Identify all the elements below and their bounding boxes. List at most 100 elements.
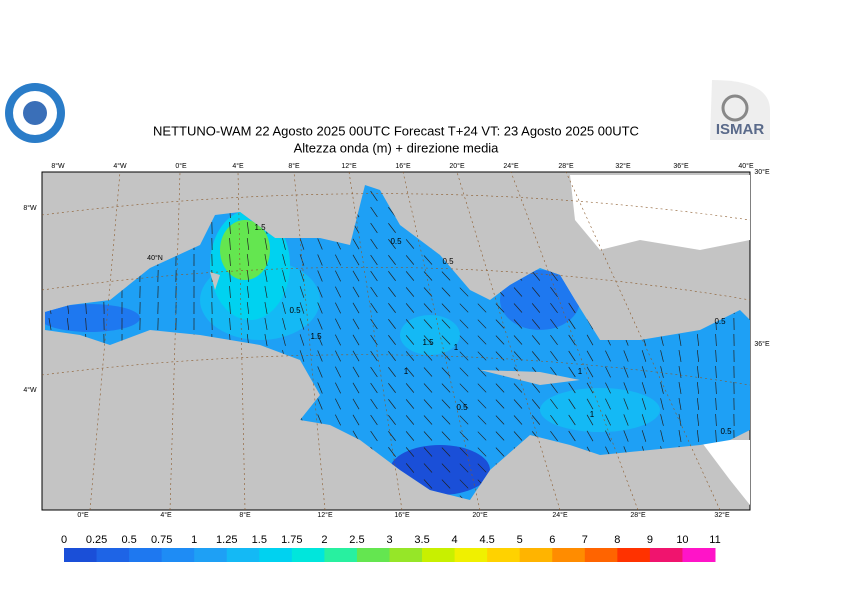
- wave-arrow: [550, 366, 558, 378]
- wave-arrow: [423, 351, 433, 361]
- wave-arrow: [586, 350, 594, 362]
- contour-label: 0.5: [714, 317, 726, 326]
- wave-arrow: [550, 334, 558, 346]
- colorbar-swatch: [194, 548, 228, 562]
- wave-arrow: [459, 447, 469, 457]
- wave-arrow: [317, 398, 323, 410]
- wave-arrow: [477, 431, 487, 441]
- wave-arrow: [282, 286, 286, 298]
- wave-arrow: [623, 382, 629, 394]
- wave-arrow: [441, 303, 451, 313]
- lat-label: 4°W: [23, 386, 37, 394]
- wave-arrow: [605, 350, 611, 362]
- wave-arrow: [229, 269, 231, 283]
- wave-arrow: [317, 350, 323, 362]
- colorbar-label: 11: [709, 534, 720, 546]
- wave-arrow: [352, 414, 360, 426]
- title: NETTUNO-WAM 22 Agosto 2025 00UTC Forecas…: [153, 123, 639, 138]
- wave-arrow: [370, 350, 378, 362]
- wave-arrow: [696, 429, 700, 443]
- wave-arrow: [317, 286, 323, 298]
- wave-arrow: [246, 254, 250, 266]
- wave-arrow: [66, 318, 70, 330]
- wave-arrow: [586, 334, 594, 346]
- colorbar-label: 0.25: [86, 534, 107, 546]
- wave-arrow: [678, 398, 682, 410]
- wave-arrow: [459, 495, 469, 500]
- wave-arrow: [352, 318, 360, 330]
- wave-arrow: [678, 366, 682, 378]
- wave-arrow: [405, 303, 415, 313]
- colorbar-label: 2: [321, 534, 327, 546]
- wave-arrow: [246, 286, 250, 298]
- wave-arrow: [317, 238, 323, 250]
- wave-arrow: [423, 447, 433, 457]
- wave-arrow: [405, 255, 415, 265]
- wave-arrow: [246, 238, 250, 250]
- wave-arrow: [264, 286, 268, 298]
- contour-label: 1: [404, 367, 409, 376]
- colorbar-swatch: [356, 548, 390, 562]
- wave-arrow: [568, 430, 576, 442]
- wave-arrow: [441, 287, 451, 297]
- wave-arrow: [388, 303, 396, 313]
- wave-arrow: [334, 350, 342, 362]
- wave-arrow: [246, 222, 250, 234]
- contour-label: 0.5: [289, 306, 301, 315]
- wave-arrow: [641, 350, 647, 362]
- wave-arrow: [623, 350, 629, 362]
- wave-arrow: [477, 367, 487, 377]
- wave-arrow: [423, 255, 433, 265]
- wave-arrow: [495, 447, 505, 457]
- wave-arrow: [459, 479, 469, 489]
- wave-arrow: [317, 382, 323, 394]
- wave-arrow: [459, 383, 469, 393]
- colorbar-swatch: [389, 548, 423, 562]
- lon-label: 32°E: [714, 511, 730, 519]
- wave-arrow: [405, 351, 415, 361]
- wave-arrow: [441, 351, 451, 361]
- wave-arrow: [678, 382, 682, 394]
- contour-label: 1: [590, 410, 595, 419]
- colorbar-label: 9: [647, 534, 653, 546]
- wave-arrow: [299, 334, 305, 346]
- wave-arrow: [605, 382, 611, 394]
- wave-arrow: [317, 366, 323, 378]
- wave-arrow: [715, 381, 717, 395]
- wave-arrow: [495, 399, 505, 409]
- wave-arrow: [317, 302, 323, 314]
- wave-arrow: [660, 366, 664, 378]
- lat-label: 8°W: [23, 204, 37, 212]
- wave-arrow: [370, 190, 378, 202]
- lon-label: 24°E: [552, 511, 568, 519]
- wave-arrow: [282, 270, 286, 282]
- wave-arrow: [586, 366, 594, 378]
- wave-arrow: [641, 430, 647, 442]
- colorbar-label: 0.5: [121, 534, 136, 546]
- wave-arrow: [405, 319, 415, 329]
- wave-arrow: [299, 350, 305, 362]
- wave-arrow: [660, 382, 664, 394]
- wave-arrow: [388, 319, 396, 329]
- wave-arrow: [352, 270, 360, 282]
- wave-arrow: [441, 335, 451, 345]
- wave-arrow: [405, 271, 415, 281]
- wave-arrow: [423, 431, 433, 441]
- wave-arrow: [334, 414, 342, 426]
- subtitle: Altezza onda (m) + direzione media: [294, 140, 500, 155]
- colorbar-swatch: [519, 548, 553, 562]
- colorbar-label: 3.5: [414, 534, 429, 546]
- wave-arrow: [282, 334, 286, 346]
- wave-arrow: [623, 398, 629, 410]
- wave-arrow: [405, 431, 415, 441]
- logo-text: ISMAR: [716, 121, 765, 138]
- wave-arrow: [531, 335, 541, 345]
- wave-arrow: [370, 366, 378, 378]
- wave-arrow: [423, 287, 433, 297]
- wave-arrow: [459, 287, 469, 297]
- wave-arrow: [352, 366, 360, 378]
- wave-arrow: [388, 383, 396, 393]
- wave-arrow: [477, 335, 487, 345]
- wave-arrow: [423, 335, 433, 345]
- wave-arrow: [678, 414, 682, 426]
